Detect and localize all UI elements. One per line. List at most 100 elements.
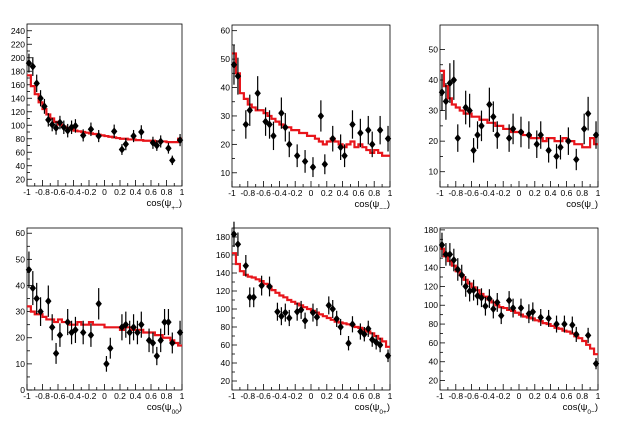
data-point bbox=[470, 279, 477, 301]
data-marker bbox=[87, 125, 95, 134]
x-tick-label: -0.2 bbox=[82, 391, 97, 401]
data-point bbox=[122, 311, 130, 338]
y-tick-label: 40 bbox=[221, 83, 231, 93]
data-marker bbox=[337, 143, 344, 152]
x-tick-label: 0 bbox=[517, 188, 522, 198]
x-tick-label: 0.6 bbox=[560, 391, 572, 401]
data-marker bbox=[557, 143, 564, 152]
data-marker bbox=[329, 134, 336, 143]
data-point bbox=[149, 136, 157, 149]
data-point bbox=[329, 300, 336, 318]
data-point bbox=[309, 157, 317, 178]
y-tick-label: 50 bbox=[429, 44, 439, 54]
data-marker bbox=[438, 240, 446, 249]
data-marker bbox=[95, 132, 102, 141]
data-point bbox=[498, 307, 505, 325]
data-marker bbox=[250, 293, 257, 302]
data-point bbox=[286, 309, 293, 327]
data-marker bbox=[369, 140, 376, 149]
x-tick-label: 0.2 bbox=[529, 391, 541, 401]
data-marker bbox=[103, 359, 110, 368]
data-point bbox=[130, 129, 137, 143]
data-point bbox=[95, 129, 102, 143]
x-tick-label: 0.6 bbox=[560, 188, 572, 198]
x-tick-label: 0 bbox=[517, 391, 522, 401]
data-marker bbox=[494, 131, 501, 140]
y-tick-label: 20 bbox=[429, 136, 439, 146]
data-point bbox=[517, 116, 525, 148]
data-marker bbox=[525, 131, 533, 140]
data-point bbox=[72, 119, 79, 133]
y-tick-label: 20 bbox=[16, 333, 26, 343]
data-point bbox=[454, 124, 461, 152]
y-tick-label: 180 bbox=[216, 232, 230, 242]
y-tick-label: 40 bbox=[16, 161, 26, 171]
data-point bbox=[60, 120, 68, 135]
x-tick-label: 0.4 bbox=[545, 391, 557, 401]
data-point bbox=[165, 142, 172, 154]
data-marker bbox=[580, 124, 588, 133]
data-marker bbox=[157, 336, 164, 345]
y-tick-label: 100 bbox=[11, 120, 25, 130]
data-marker bbox=[365, 126, 372, 135]
x-tick-label: 0.2 bbox=[321, 188, 333, 198]
data-marker bbox=[48, 323, 56, 332]
x-axis-label: cos(ψ−−) bbox=[355, 199, 391, 213]
x-tick-label: 0.2 bbox=[321, 391, 333, 401]
y-tick-label: 20 bbox=[429, 376, 439, 386]
data-point bbox=[478, 110, 485, 142]
data-point bbox=[266, 276, 273, 297]
data-marker bbox=[79, 131, 87, 140]
data-marker bbox=[361, 330, 368, 339]
data-point bbox=[357, 323, 364, 340]
fit-histogram bbox=[232, 52, 390, 157]
data-marker bbox=[48, 120, 56, 129]
data-point bbox=[309, 303, 317, 322]
x-tick-label: 0.8 bbox=[368, 391, 380, 401]
data-point bbox=[438, 232, 446, 258]
data-marker bbox=[349, 320, 356, 329]
y-tick-label: 140 bbox=[216, 268, 230, 278]
data-marker bbox=[157, 137, 164, 146]
data-point bbox=[230, 44, 238, 85]
data-point bbox=[95, 288, 102, 320]
data-marker bbox=[537, 313, 544, 322]
chart-panel-4: -1 -0.8 -0.6 -0.4 -0.2 0 0.2 0.4 0.6 0.8 101020304… bbox=[16, 227, 185, 416]
data-marker bbox=[505, 296, 513, 305]
data-point bbox=[337, 318, 344, 336]
data-point bbox=[529, 302, 537, 322]
data-marker bbox=[52, 123, 60, 132]
data-marker bbox=[297, 305, 305, 314]
x-axis-label: cos(ψ+−) bbox=[147, 198, 183, 212]
data-point bbox=[87, 122, 95, 137]
data-marker bbox=[446, 250, 454, 259]
data-point bbox=[450, 248, 458, 272]
x-tick-label: 0.4 bbox=[545, 188, 557, 198]
data-marker bbox=[138, 128, 145, 136]
data-point bbox=[569, 316, 576, 334]
x-tick-label: 0.6 bbox=[145, 187, 157, 197]
data-point bbox=[557, 135, 564, 160]
data-point bbox=[258, 275, 265, 296]
data-point bbox=[79, 320, 87, 345]
data-marker bbox=[286, 314, 293, 322]
data-marker bbox=[341, 151, 348, 160]
data-marker bbox=[130, 132, 137, 141]
data-marker bbox=[486, 294, 493, 303]
y-tick-label: 40 bbox=[429, 357, 439, 367]
data-point bbox=[565, 127, 572, 155]
y-tick-label: 120 bbox=[11, 107, 25, 117]
data-marker bbox=[592, 359, 600, 368]
data-marker bbox=[45, 115, 52, 124]
data-point bbox=[230, 221, 238, 247]
data-point bbox=[438, 73, 446, 111]
data-marker bbox=[79, 328, 87, 337]
data-marker bbox=[573, 155, 580, 164]
data-point bbox=[450, 60, 458, 100]
y-tick-label: 100 bbox=[216, 304, 230, 314]
data-marker bbox=[33, 79, 40, 88]
data-point bbox=[29, 271, 37, 306]
data-marker bbox=[72, 325, 79, 334]
data-point bbox=[246, 94, 253, 126]
data-marker bbox=[266, 282, 273, 291]
